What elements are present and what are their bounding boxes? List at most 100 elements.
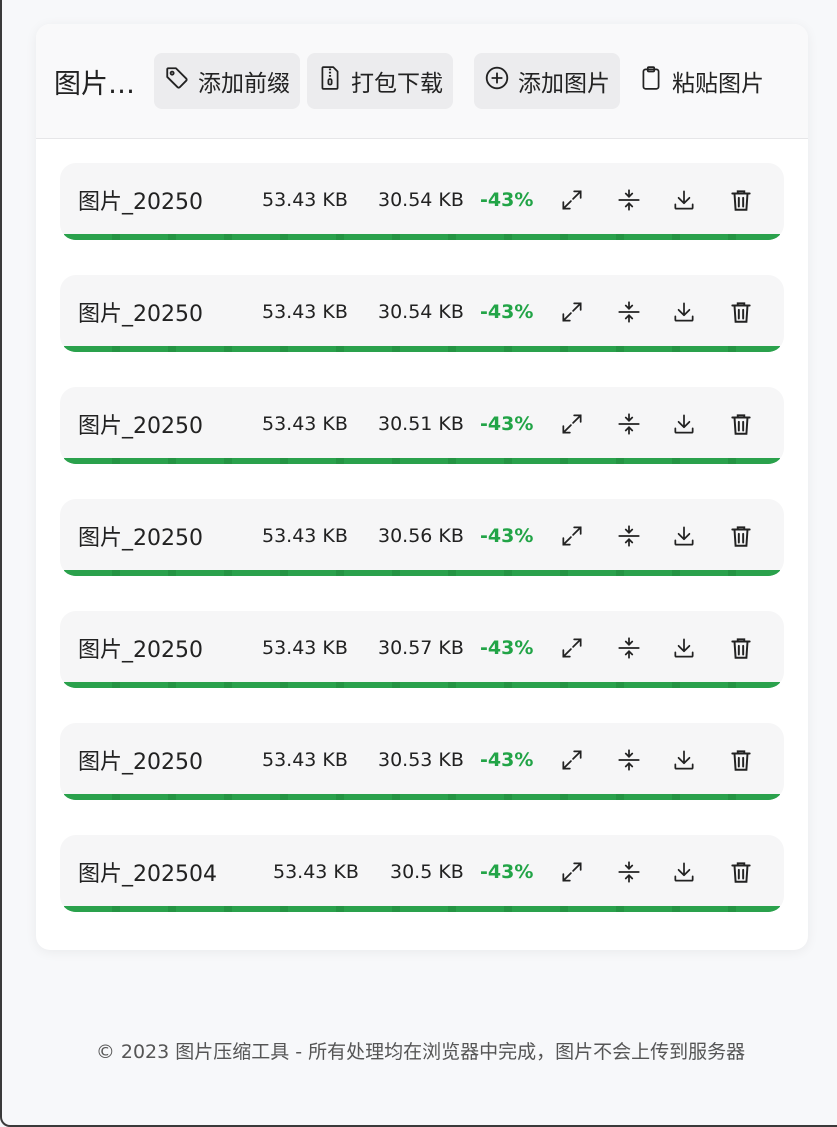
download-button[interactable] xyxy=(669,521,699,551)
delete-button[interactable] xyxy=(726,297,756,327)
file-name: 图片_20250 xyxy=(78,302,203,327)
preview-button[interactable] xyxy=(557,521,587,551)
compressed-size: 30.56 KB xyxy=(378,525,464,547)
delete-button[interactable] xyxy=(726,633,756,663)
recompress-button[interactable] xyxy=(614,409,644,439)
progress-bar-fill xyxy=(64,682,780,688)
file-name: 图片_20250 xyxy=(78,638,203,663)
download-icon xyxy=(674,862,694,882)
compression-ratio: -43% xyxy=(480,413,534,435)
compression-ratio: -43% xyxy=(480,637,534,659)
delete-button[interactable] xyxy=(726,185,756,215)
original-size: 53.43 KB xyxy=(262,637,348,659)
delete-button[interactable] xyxy=(726,521,756,551)
recompress-button[interactable] xyxy=(614,185,644,215)
paste-image-button[interactable]: 粘贴图片 xyxy=(630,53,772,109)
progress-bar xyxy=(64,794,780,800)
expand-icon xyxy=(562,190,582,210)
compressed-size: 30.53 KB xyxy=(378,749,464,771)
compressed-size: 30.5 KB xyxy=(390,861,464,883)
download-icon xyxy=(674,414,694,434)
download-button[interactable] xyxy=(669,633,699,663)
compress-icon xyxy=(618,301,640,323)
recompress-button[interactable] xyxy=(614,633,644,663)
expand-icon xyxy=(562,414,582,434)
compress-icon xyxy=(618,189,640,211)
list-item: 图片_20250 53.43 KB 30.53 KB -43% xyxy=(60,723,784,800)
file-name: 图片_20250 xyxy=(78,414,203,439)
preview-button[interactable] xyxy=(557,297,587,327)
trash-icon xyxy=(731,638,751,659)
download-icon xyxy=(674,526,694,546)
progress-bar-fill xyxy=(64,906,780,912)
expand-icon xyxy=(562,638,582,658)
compression-ratio: -43% xyxy=(480,301,534,323)
footer-note: © 2023 图片压缩工具 - 所有处理均在浏览器中完成，图片不会上传到服务器 xyxy=(95,1041,746,1063)
compression-ratio: -43% xyxy=(480,189,534,211)
list-item: 图片_20250 53.43 KB 30.57 KB -43% xyxy=(60,611,784,688)
download-button[interactable] xyxy=(669,185,699,215)
compressed-size: 30.54 KB xyxy=(378,301,464,323)
compressed-size: 30.57 KB xyxy=(378,637,464,659)
recompress-button[interactable] xyxy=(614,521,644,551)
preview-button[interactable] xyxy=(557,857,587,887)
list-item: 图片_20250 53.43 KB 30.54 KB -43% xyxy=(60,163,784,240)
add-image-button[interactable]: 添加图片 xyxy=(474,53,620,109)
compress-icon xyxy=(618,637,640,659)
progress-bar xyxy=(64,234,780,240)
trash-icon xyxy=(731,190,751,211)
recompress-button[interactable] xyxy=(614,857,644,887)
original-size: 53.43 KB xyxy=(262,413,348,435)
file-name: 图片_202504 xyxy=(78,862,217,887)
zip-download-button[interactable]: 打包下载 xyxy=(307,53,453,109)
compression-ratio: -43% xyxy=(480,525,534,547)
delete-button[interactable] xyxy=(726,745,756,775)
download-button[interactable] xyxy=(669,745,699,775)
recompress-button[interactable] xyxy=(614,745,644,775)
progress-bar xyxy=(64,570,780,576)
progress-bar-fill xyxy=(64,794,780,800)
compression-ratio: -43% xyxy=(480,861,534,883)
list-item: 图片_20250 53.43 KB 30.54 KB -43% xyxy=(60,275,784,352)
expand-icon xyxy=(562,526,582,546)
compress-icon xyxy=(618,749,640,771)
zip-download-label: 打包下载 xyxy=(351,71,443,97)
download-button[interactable] xyxy=(669,409,699,439)
delete-button[interactable] xyxy=(726,409,756,439)
original-size: 53.43 KB xyxy=(262,301,348,323)
progress-bar xyxy=(64,458,780,464)
zip-file-icon xyxy=(317,65,351,97)
download-button[interactable] xyxy=(669,297,699,327)
preview-button[interactable] xyxy=(557,633,587,663)
add-prefix-button[interactable]: 添加前缀 xyxy=(154,53,300,109)
original-size: 53.43 KB xyxy=(262,749,348,771)
progress-bar-fill xyxy=(64,458,780,464)
download-icon xyxy=(674,190,694,210)
compress-icon xyxy=(618,525,640,547)
compress-icon xyxy=(618,413,640,435)
compress-icon xyxy=(618,861,640,883)
progress-bar-fill xyxy=(64,234,780,240)
page-title: 图片压缩 xyxy=(54,68,146,100)
add-prefix-label: 添加前缀 xyxy=(198,71,290,97)
plus-circle-icon xyxy=(484,65,518,97)
preview-button[interactable] xyxy=(557,185,587,215)
clipboard-icon xyxy=(638,65,672,97)
delete-button[interactable] xyxy=(726,857,756,887)
download-icon xyxy=(674,638,694,658)
compressed-size: 30.54 KB xyxy=(378,189,464,211)
trash-icon xyxy=(731,750,751,771)
file-name: 图片_20250 xyxy=(78,190,203,215)
expand-icon xyxy=(562,750,582,770)
file-name: 图片_20250 xyxy=(78,750,203,775)
list-item: 图片_202504 53.43 KB 30.5 KB -43% xyxy=(60,835,784,912)
preview-button[interactable] xyxy=(557,745,587,775)
download-button[interactable] xyxy=(669,857,699,887)
original-size: 53.43 KB xyxy=(262,189,348,211)
preview-button[interactable] xyxy=(557,409,587,439)
toolbar: 图片压缩 添加前缀 打包下载 添加图片 xyxy=(36,24,808,139)
progress-bar xyxy=(64,906,780,912)
recompress-button[interactable] xyxy=(614,297,644,327)
expand-icon xyxy=(562,862,582,882)
